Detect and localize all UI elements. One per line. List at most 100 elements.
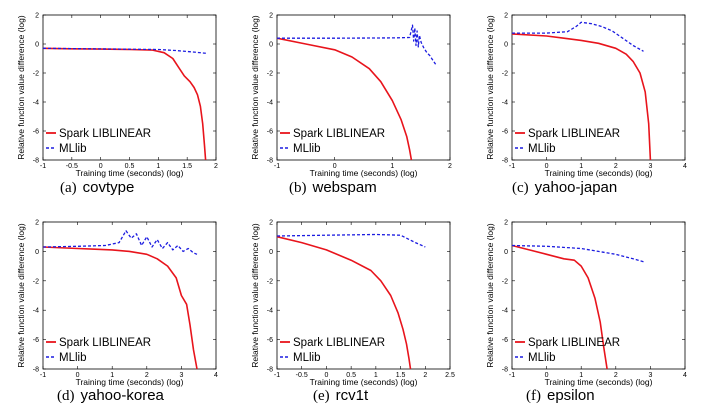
y-tick-label: -6 <box>502 337 508 344</box>
plot-frame <box>42 221 217 370</box>
x-tick-label: 1.5 <box>182 163 192 170</box>
y-tick-label: -6 <box>33 129 39 136</box>
y-tick-label: -8 <box>33 367 39 374</box>
x-tick-label: 3 <box>648 163 652 170</box>
panel-yahoo-japan: -1 0 1 2 3 4 2 0 -2 -4 -6 -8 Spark LIBLINEAR MLlib Tra… <box>485 13 687 197</box>
y-tick-label: -4 <box>502 308 508 315</box>
x-tick-label: 1.5 <box>396 372 406 379</box>
x-tick-label: 0 <box>324 372 328 379</box>
series-line-mllib <box>511 244 644 263</box>
x-tick-label: 2 <box>214 163 218 170</box>
x-tick-label: 2 <box>448 163 452 170</box>
y-tick-label: 2 <box>35 13 39 20</box>
panel-rcv1t: -1 -0.5 0 0.5 1 1.5 2 2.5 2 0 -2 -4 -6 -8 Spark LIBLIN… <box>250 220 455 405</box>
y-tick-label: 2 <box>504 13 508 20</box>
panel-webspam: -1 0 1 2 2 0 -2 -4 -6 -8 Spark LIBLINEAR MLlib Train… <box>250 13 452 197</box>
series-line-mllib <box>42 47 208 55</box>
y-tick-label: 0 <box>35 42 39 49</box>
panel-caption: (f) epsilon <box>526 387 595 404</box>
x-tick-label: 3 <box>648 372 652 379</box>
y-tick-label: -2 <box>33 278 39 285</box>
plot-frame <box>511 14 686 161</box>
y-tick-label: -2 <box>267 71 273 78</box>
y-tick-label: 0 <box>269 249 273 256</box>
x-tick-label: -1 <box>509 372 515 379</box>
series-line-mllib <box>42 230 198 255</box>
y-axis-label: Relative function value difference (log) <box>250 223 260 368</box>
panel-yahoo-korea: -1 0 1 2 3 4 2 0 -2 -4 -6 -8 Spark LIBLINEAR MLlib Tra… <box>16 220 218 405</box>
plot-frame <box>276 221 451 370</box>
y-axis-label: Relative function value difference (log) <box>250 15 260 160</box>
caption-label: (b) <box>289 180 307 196</box>
y-tick-label: -6 <box>502 129 508 136</box>
x-tick-label: 1 <box>390 163 394 170</box>
y-axis-label: Relative function value difference (log) <box>485 223 495 368</box>
y-tick-label: -2 <box>33 71 39 78</box>
x-tick-label: -0.5 <box>66 163 78 170</box>
y-tick-label: 0 <box>504 42 508 49</box>
y-tick-label: 2 <box>35 220 39 227</box>
series-line-spark-liblinear <box>276 37 413 161</box>
y-tick-label: -4 <box>502 100 508 107</box>
y-tick-label: -8 <box>502 367 508 374</box>
x-tick-label: 2 <box>423 372 427 379</box>
caption-title: yahoo-korea <box>81 387 165 404</box>
panel-caption: (a) covtype <box>60 179 134 196</box>
y-tick-label: 0 <box>269 42 273 49</box>
legend-label-mllib: MLlib <box>528 352 555 364</box>
series-line-mllib <box>512 21 644 52</box>
x-tick-label: 2 <box>614 372 618 379</box>
legend-label-spark: Spark LIBLINEAR <box>59 128 151 140</box>
series-line-spark-liblinear <box>276 235 412 370</box>
y-tick-label: -6 <box>33 337 39 344</box>
y-tick-label: 2 <box>504 220 508 227</box>
y-tick-label: -2 <box>267 278 273 285</box>
x-tick-label: 3 <box>179 372 183 379</box>
panel-caption: (b) webspam <box>289 179 377 196</box>
y-tick-label: 2 <box>269 13 273 20</box>
x-tick-label: 2.5 <box>445 372 455 379</box>
x-tick-label: 1 <box>579 372 583 379</box>
legend-label-spark: Spark LIBLINEAR <box>293 128 385 140</box>
x-tick-label: -1 <box>274 163 280 170</box>
caption-label: (a) <box>60 180 77 196</box>
x-tick-label: -1 <box>40 163 46 170</box>
plot-frame <box>276 14 451 161</box>
y-tick-label: -8 <box>502 158 508 165</box>
y-tick-label: -4 <box>33 100 39 107</box>
series-line-spark-liblinear <box>511 244 608 370</box>
y-axis-label: Relative function value difference (log) <box>16 15 26 160</box>
caption-title: covtype <box>83 179 135 196</box>
y-axis-label: Relative function value difference (log) <box>485 15 495 160</box>
y-tick-label: -2 <box>502 278 508 285</box>
y-tick-label: -4 <box>33 308 39 315</box>
legend-label-spark: Spark LIBLINEAR <box>528 337 620 349</box>
x-axis-label: Training time (seconds) (log) <box>310 377 418 387</box>
x-tick-label: 0 <box>545 372 549 379</box>
x-tick-label: 0 <box>76 372 80 379</box>
x-tick-label: 0.5 <box>125 163 135 170</box>
y-tick-label: 0 <box>504 249 508 256</box>
x-tick-label: -1 <box>40 372 46 379</box>
caption-label: (f) <box>526 388 541 404</box>
series-line-mllib <box>276 233 426 248</box>
y-tick-label: 2 <box>269 220 273 227</box>
panel-epsilon: -1 0 1 2 3 4 2 0 -2 -4 -6 -8 Spark LIBLINEAR MLlib Tra… <box>485 220 687 405</box>
x-tick-label: 0.5 <box>346 372 356 379</box>
caption-label: (d) <box>57 388 75 404</box>
x-axis-label: Training time (seconds) (log) <box>545 168 653 178</box>
x-tick-label: 4 <box>683 372 687 379</box>
x-tick-label: 2 <box>145 372 149 379</box>
legend-label-mllib: MLlib <box>293 143 320 155</box>
legend-label-spark: Spark LIBLINEAR <box>528 128 620 140</box>
y-tick-label: -2 <box>502 71 508 78</box>
x-tick-label: 1 <box>156 163 160 170</box>
panel-caption: (c) yahoo-japan <box>512 179 617 196</box>
series-line-spark-liblinear <box>42 246 198 370</box>
x-tick-label: 0 <box>99 163 103 170</box>
panel-caption: (e) rcv1t <box>313 387 369 404</box>
y-tick-label: 0 <box>35 249 39 256</box>
plot-frame <box>511 221 686 370</box>
